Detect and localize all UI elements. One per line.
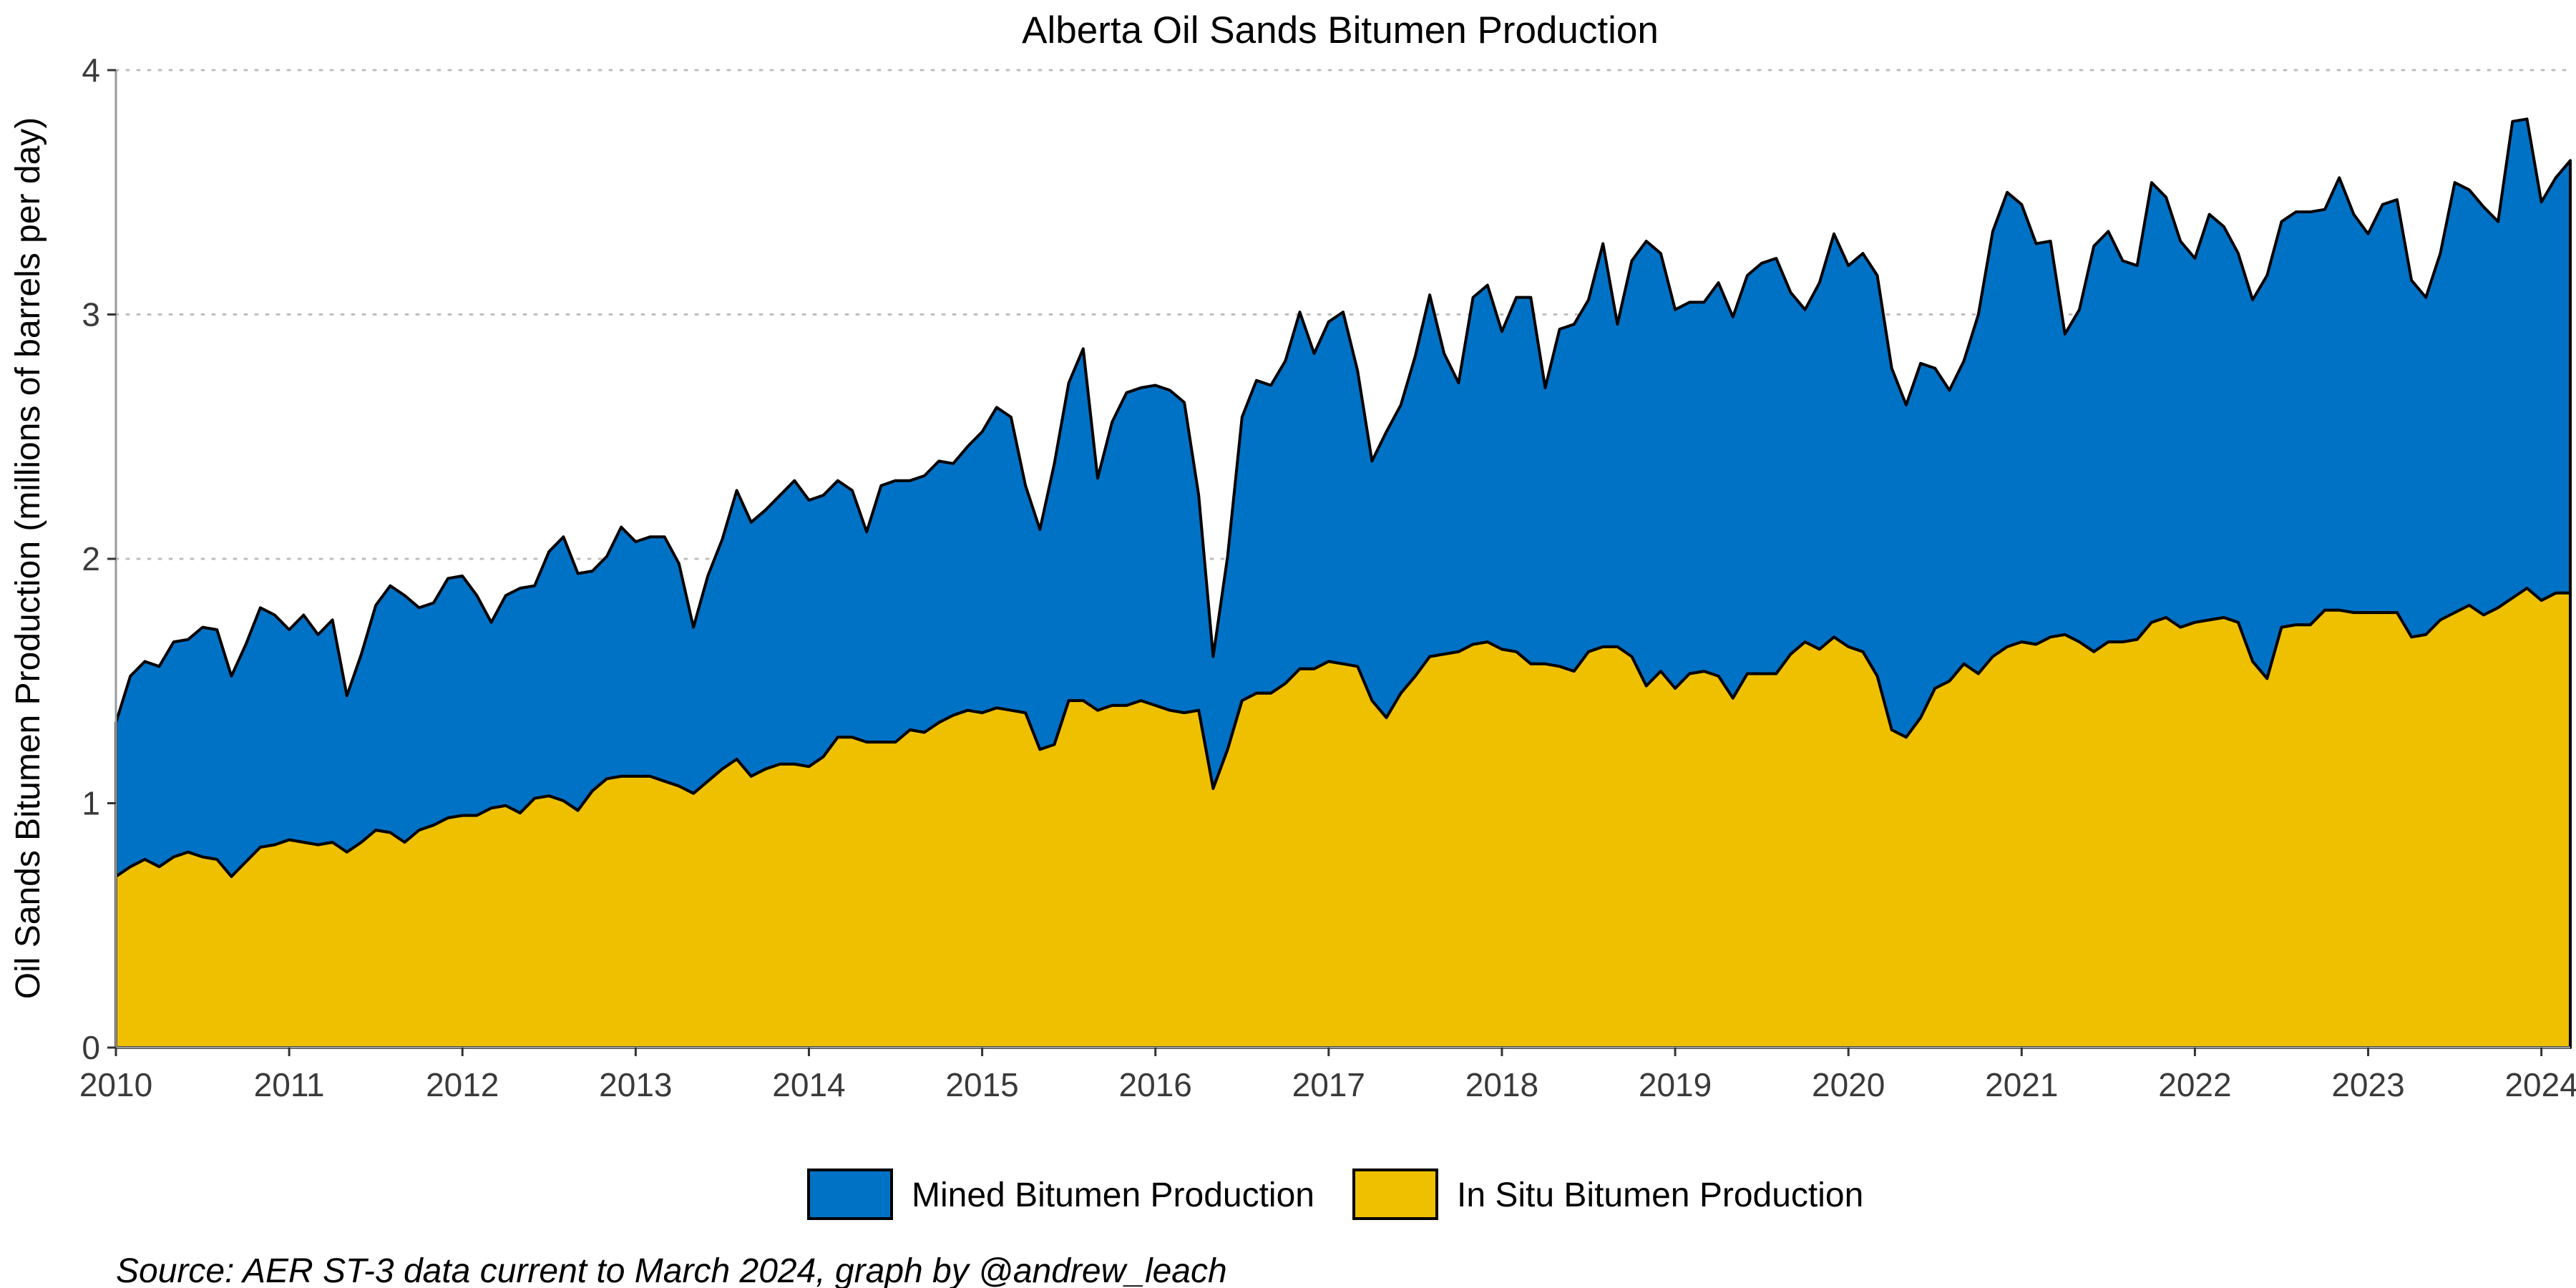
x-tick-label: 2010 bbox=[79, 1066, 152, 1103]
x-tick-label: 2018 bbox=[1465, 1066, 1538, 1103]
x-tick-label: 2019 bbox=[1639, 1066, 1712, 1103]
legend-swatch bbox=[1352, 1169, 1438, 1220]
x-tick-label: 2012 bbox=[426, 1066, 499, 1103]
x-tick-label: 2024 bbox=[2504, 1066, 2576, 1103]
chart-title: Alberta Oil Sands Bitumen Production bbox=[1022, 9, 1659, 52]
legend: Mined Bitumen Production In Situ Bitumen … bbox=[807, 1169, 1863, 1220]
x-tick-label: 2015 bbox=[945, 1066, 1018, 1103]
y-axis-ticks: 0 1 2 3 4 bbox=[82, 52, 116, 1066]
x-axis-ticks: 2010 2011 2012 2013 2014 2015 2016 2017 2018 2019… bbox=[79, 1048, 2576, 1103]
x-tick-label: 2021 bbox=[1985, 1066, 2058, 1103]
y-tick-label: 0 bbox=[82, 1029, 100, 1066]
area-in-situ-bitumen-production bbox=[114, 587, 2572, 1049]
stacked-areas bbox=[114, 117, 2572, 1049]
legend-label: Mined Bitumen Production bbox=[912, 1176, 1314, 1214]
y-tick-label: 3 bbox=[82, 296, 100, 333]
x-tick-label: 2013 bbox=[599, 1066, 672, 1103]
y-tick-label: 4 bbox=[82, 52, 100, 89]
legend-swatch bbox=[807, 1169, 893, 1220]
x-tick-label: 2022 bbox=[2158, 1066, 2231, 1103]
x-tick-label: 2023 bbox=[2331, 1066, 2404, 1103]
y-tick-label: 1 bbox=[82, 785, 100, 822]
x-tick-label: 2017 bbox=[1292, 1066, 1365, 1103]
y-axis-title: Oil Sands Bitumen Production (millions o… bbox=[9, 117, 47, 1000]
x-tick-label: 2011 bbox=[254, 1066, 325, 1103]
source-caption: Source: AER ST-3 data current to March 2… bbox=[116, 1252, 1227, 1288]
x-tick-label: 2016 bbox=[1119, 1066, 1192, 1103]
x-tick-label: 2020 bbox=[1812, 1066, 1885, 1103]
legend-label: In Situ Bitumen Production bbox=[1457, 1176, 1863, 1214]
x-tick-label: 2014 bbox=[772, 1066, 845, 1103]
y-tick-label: 2 bbox=[82, 540, 100, 577]
